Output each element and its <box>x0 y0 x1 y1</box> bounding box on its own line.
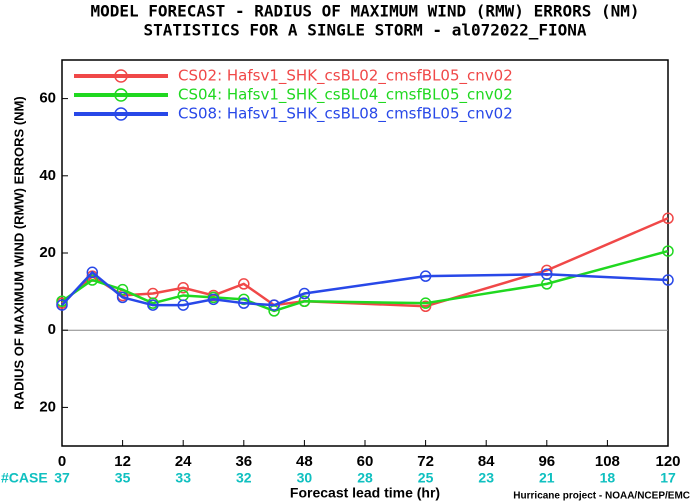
point <box>207 293 220 306</box>
y-tick-label: 20 <box>39 398 56 415</box>
point <box>56 299 68 311</box>
legend-label: CS08: Hafsv1_SHK_csBL08_cmsfBL05_cnv02 <box>178 105 513 124</box>
point <box>268 299 280 311</box>
point <box>419 297 432 309</box>
series-line <box>61 249 669 313</box>
point <box>419 270 432 282</box>
case-count: 18 <box>600 470 616 486</box>
x-tick-label: 24 <box>175 453 192 470</box>
point <box>298 287 311 300</box>
case-count: 33 <box>175 470 191 486</box>
series-line <box>61 217 669 308</box>
point <box>662 245 674 257</box>
point <box>116 291 129 304</box>
legend-marker <box>114 69 128 83</box>
case-count: 17 <box>660 470 676 486</box>
point <box>147 299 159 311</box>
case-label: #CASE <box>1 470 48 486</box>
y-tick-label: 40 <box>39 167 56 184</box>
point <box>116 283 129 296</box>
legend-label: CS02: Hafsv1_SHK_csBL02_cmsfBL05_cnv02 <box>178 67 513 86</box>
point <box>238 297 250 309</box>
point <box>86 274 99 286</box>
point <box>177 281 189 294</box>
x-tick-label: 108 <box>595 453 620 470</box>
footer: Hurricane project - NOAA/NCEP/EMC <box>513 491 690 502</box>
x-tick-label: 36 <box>235 453 252 470</box>
point <box>298 295 311 307</box>
series-line <box>61 270 669 307</box>
point <box>86 266 99 279</box>
case-count: 32 <box>236 470 252 486</box>
x-tick-label: 60 <box>357 453 374 470</box>
point <box>238 278 250 290</box>
x-tick-label: 72 <box>417 453 434 470</box>
point <box>662 212 674 225</box>
case-count: 25 <box>418 470 434 486</box>
x-axis-label: Forecast lead time (hr) <box>290 485 440 501</box>
case-count: 30 <box>297 470 313 486</box>
x-tick-label: 48 <box>296 453 313 470</box>
case-count: 23 <box>478 470 494 486</box>
case-count: 28 <box>357 470 373 486</box>
x-tick-label: 84 <box>478 453 495 470</box>
x-tick-label: 12 <box>114 453 131 470</box>
case-count: 37 <box>54 470 70 486</box>
legend-marker <box>114 88 128 102</box>
case-count: 35 <box>115 470 131 486</box>
case-count: 21 <box>539 470 555 486</box>
y-tick-label: 0 <box>48 321 56 338</box>
point <box>177 299 189 311</box>
chart-title: MODEL FORECAST - RADIUS OF MAXIMUM WIND … <box>90 2 639 21</box>
legend-marker <box>114 107 128 121</box>
y-axis-label: RADIUS OF MAXIMUM WIND (RMW) ERRORS (NM) <box>11 96 26 409</box>
y-tick-label: 20 <box>39 244 56 261</box>
point <box>662 274 674 286</box>
x-tick-label: 0 <box>58 453 66 470</box>
point <box>541 268 553 280</box>
point <box>419 300 432 313</box>
chart-subtitle: STATISTICS FOR A SINGLE STORM - al072022… <box>143 21 586 40</box>
x-tick-label: 96 <box>538 453 555 470</box>
legend-label: CS04: Hafsv1_SHK_csBL04_cmsfBL05_cnv02 <box>178 86 513 105</box>
x-tick-label: 120 <box>655 453 680 470</box>
y-tick-label: 60 <box>39 90 56 107</box>
